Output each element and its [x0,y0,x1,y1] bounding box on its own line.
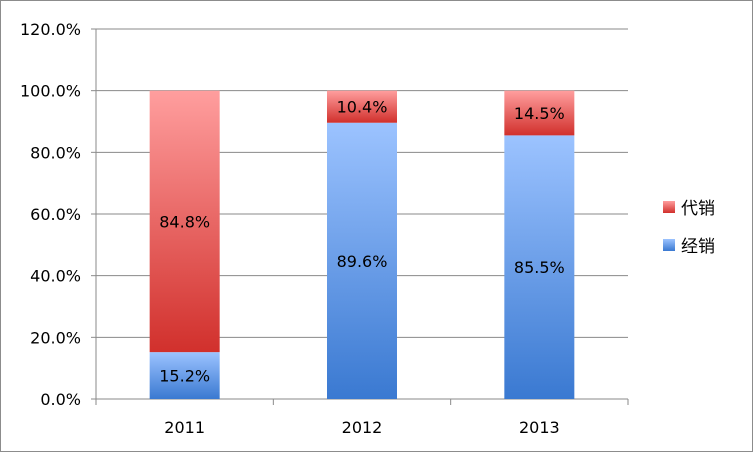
x-tick-label: 2012 [342,418,383,437]
legend-label: 代销 [681,199,715,219]
x-tick-label: 2013 [519,418,560,437]
bar-jingxiao-2011 [149,352,220,399]
bar-jingxiao-2013 [504,135,575,399]
data-label: 84.8% [159,212,210,231]
legend-label: 经销 [681,237,715,257]
legend-swatch [663,201,675,213]
y-tick-label: 60.0% [30,205,81,224]
data-label: 15.2% [159,367,210,386]
x-tick-label: 2011 [164,418,205,437]
data-label: 85.5% [514,258,565,277]
bar-daixiao-2012 [327,90,397,123]
y-tick-label: 20.0% [30,328,81,347]
y-tick-label: 0.0% [40,390,81,409]
data-label: 10.4% [337,98,388,117]
bar-daixiao-2011 [149,90,220,353]
bar-daixiao-2013 [504,90,575,136]
legend-swatch [663,239,675,251]
data-label: 89.6% [337,252,388,271]
data-label: 14.5% [514,104,565,123]
y-tick-label: 120.0% [20,20,81,39]
bars [149,90,575,399]
y-tick-label: 100.0% [20,82,81,101]
y-tick-label: 80.0% [30,143,81,162]
y-tick-label: 40.0% [30,267,81,286]
data-labels: 15.2% 84.8% 89.6% 10.4% 85.5% 14.5% [159,98,564,386]
bar-jingxiao-2012 [327,122,397,399]
